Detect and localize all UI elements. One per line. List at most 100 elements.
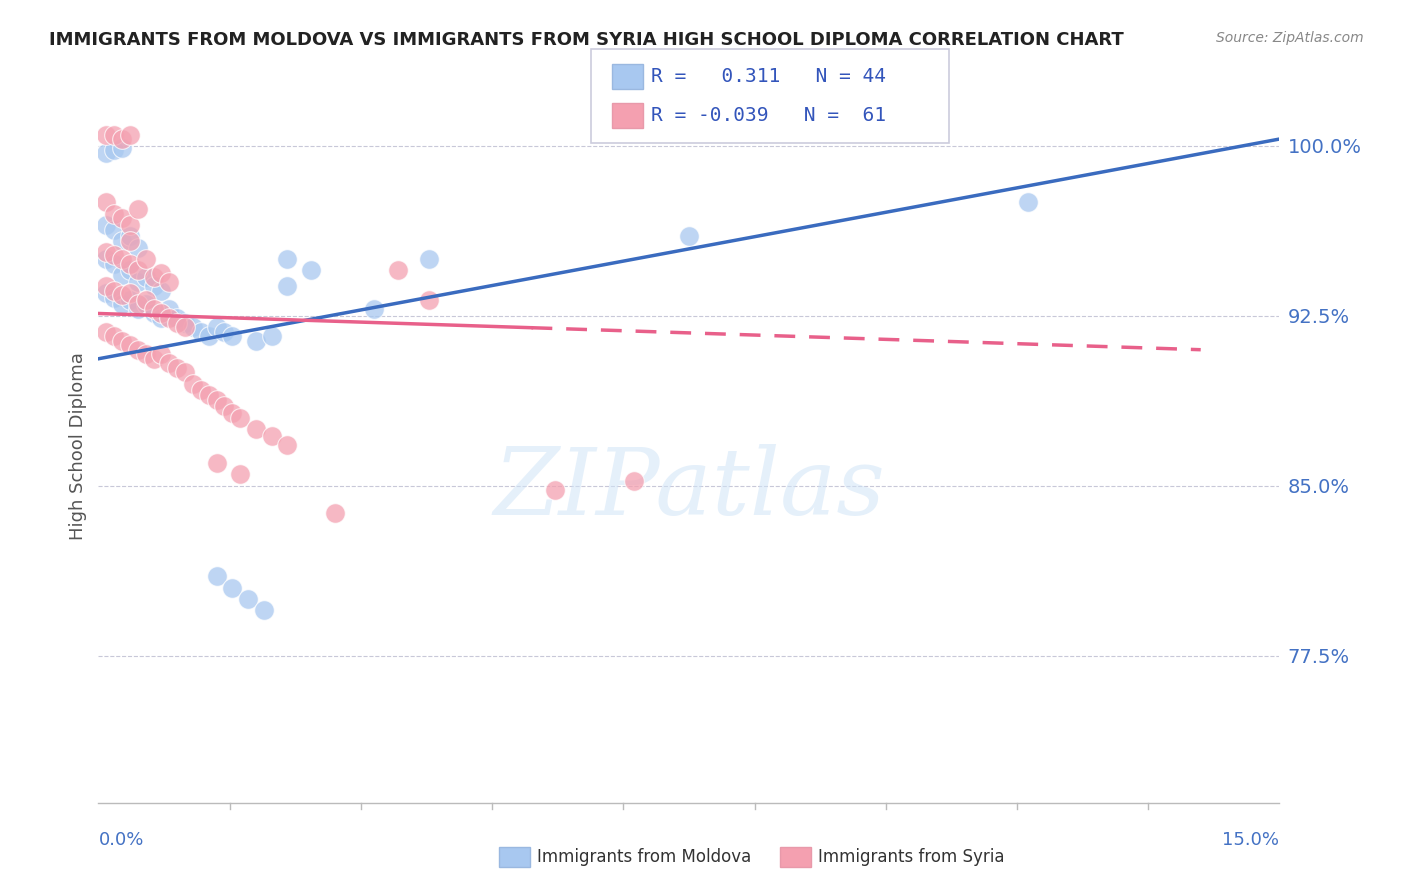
Point [96,252,118,266]
Point [96,279,118,293]
Point [166,360,188,375]
Point [135,252,157,266]
Text: Source: ZipAtlas.com: Source: ZipAtlas.com [1216,31,1364,45]
Point [103,247,125,261]
Text: ZIPatlas: ZIPatlas [494,444,884,533]
Text: 0.0%: 0.0% [98,831,143,849]
Point [96,325,118,339]
Point [150,266,173,280]
Point [111,211,134,226]
Point [96,128,118,142]
Point [276,438,298,452]
Point [299,263,322,277]
Point [103,291,125,305]
Point [103,284,125,298]
Point [260,429,283,443]
Point [111,234,134,248]
Point [323,506,346,520]
Point [387,263,409,277]
Point [96,245,118,260]
Point [118,338,141,352]
Point [214,325,236,339]
Point [127,241,149,255]
Point [150,284,173,298]
Point [118,128,141,142]
Point [96,286,118,301]
Point [253,603,276,617]
Point [111,288,134,302]
Text: Immigrants from Moldova: Immigrants from Moldova [537,848,751,866]
Point [229,410,252,425]
Point [229,467,252,482]
Point [118,263,141,277]
Text: R =   0.311   N = 44: R = 0.311 N = 44 [651,67,886,87]
Text: R = -0.039   N =  61: R = -0.039 N = 61 [651,105,886,125]
Point [135,270,157,285]
Point [142,279,165,293]
Point [127,343,149,357]
Point [111,268,134,282]
Point [118,286,141,301]
Point [118,229,141,244]
Point [96,195,118,210]
Point [236,591,259,606]
Point [181,376,204,391]
Point [221,406,243,420]
Point [111,297,134,311]
Point [260,329,283,343]
Point [276,252,298,266]
Point [544,483,567,498]
Point [150,306,173,320]
Point [190,384,212,398]
Point [623,474,645,488]
Point [142,351,165,366]
Point [118,218,141,232]
Text: IMMIGRANTS FROM MOLDOVA VS IMMIGRANTS FROM SYRIA HIGH SCHOOL DIPLOMA CORRELATION: IMMIGRANTS FROM MOLDOVA VS IMMIGRANTS FR… [49,31,1123,49]
Point [221,329,243,343]
Point [181,320,204,334]
Point [157,311,180,326]
Point [103,128,125,142]
Point [205,320,228,334]
Point [245,422,267,436]
Point [197,388,219,402]
Point [157,301,180,316]
Point [118,234,141,248]
Text: Immigrants from Syria: Immigrants from Syria [818,848,1005,866]
Point [142,301,165,316]
Point [221,581,243,595]
Point [190,325,212,339]
Y-axis label: High School Diploma: High School Diploma [69,352,87,540]
Point [418,252,440,266]
Point [276,279,298,293]
Point [103,144,125,158]
Point [127,301,149,316]
Point [118,293,141,307]
Point [205,456,228,470]
Point [157,356,180,370]
Point [150,311,173,326]
Point [205,392,228,407]
Point [363,301,385,316]
Point [197,329,219,343]
Point [127,263,149,277]
Point [418,293,440,307]
Point [135,347,157,361]
Point [111,334,134,348]
Point [103,329,125,343]
Point [135,293,157,307]
Point [103,207,125,221]
Point [127,297,149,311]
Point [150,347,173,361]
Point [127,202,149,217]
Point [127,275,149,289]
Point [111,132,134,146]
Point [1017,195,1039,210]
Point [174,320,197,334]
Point [103,222,125,236]
Point [118,257,141,271]
Point [96,145,118,160]
Point [678,229,700,244]
Point [174,365,197,379]
Point [166,316,188,330]
